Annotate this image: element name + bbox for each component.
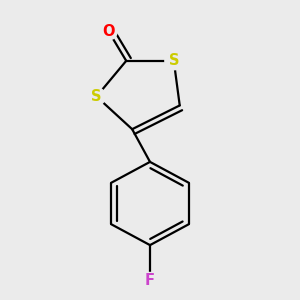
Text: O: O	[102, 24, 115, 39]
Circle shape	[100, 22, 117, 40]
Text: S: S	[169, 53, 179, 68]
Circle shape	[142, 272, 158, 289]
Circle shape	[165, 52, 183, 70]
Circle shape	[88, 88, 105, 105]
Text: S: S	[91, 89, 102, 104]
Text: F: F	[145, 273, 155, 288]
